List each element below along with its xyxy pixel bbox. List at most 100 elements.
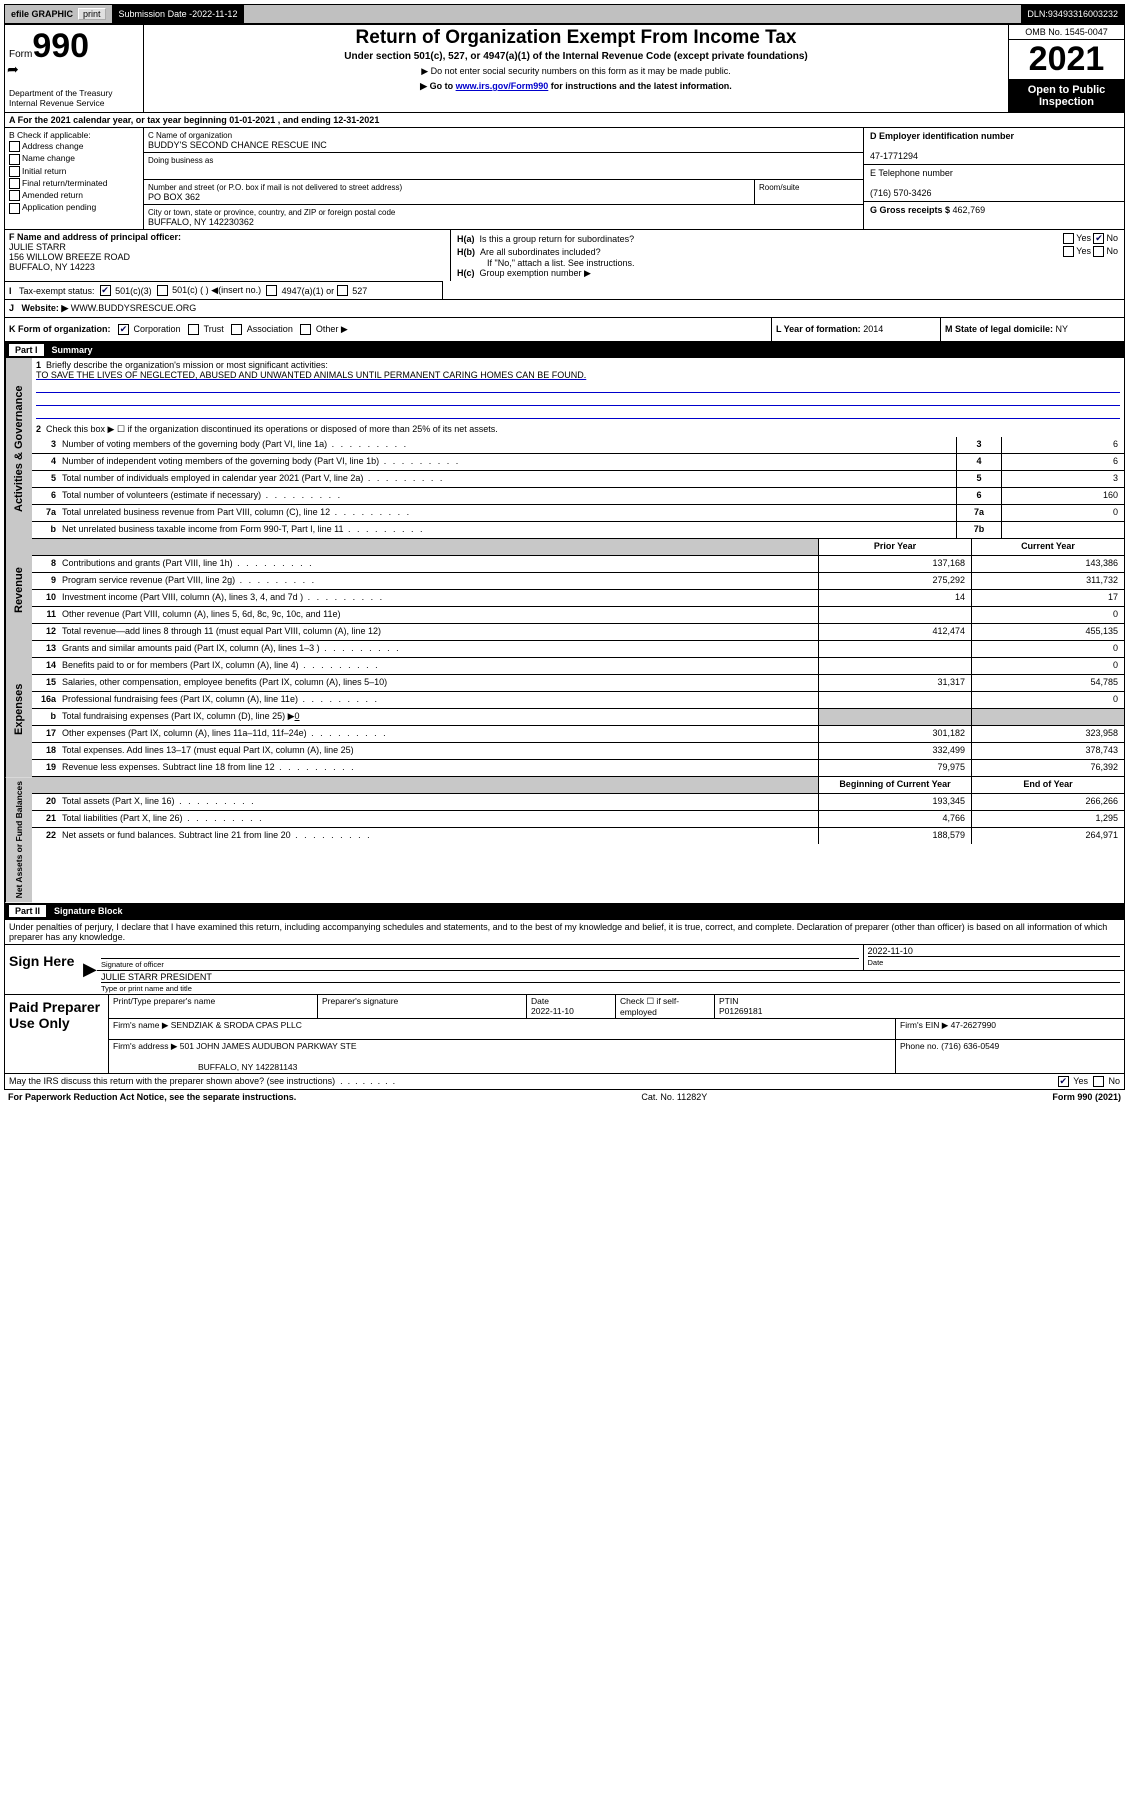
efile-label: efile GRAPHIC print <box>5 5 113 23</box>
tax-year: 2021 <box>1009 40 1124 80</box>
line-a: A For the 2021 calendar year, or tax yea… <box>5 113 1124 127</box>
arrow-icon: ▶ <box>83 945 97 994</box>
line12: 12Total revenue—add lines 8 through 11 (… <box>32 624 1124 641</box>
b-final: Final return/terminated <box>9 178 139 189</box>
line19: 19Revenue less expenses. Subtract line 1… <box>32 760 1124 777</box>
paperwork-notice: For Paperwork Reduction Act Notice, see … <box>8 1092 296 1102</box>
line-f: F Name and address of principal officer:… <box>5 230 451 281</box>
main-title: Return of Organization Exempt From Incom… <box>146 27 1006 49</box>
top-bar: efile GRAPHIC print Submission Date - 20… <box>4 4 1125 24</box>
dln: DLN: 93493316003232 <box>1021 5 1124 23</box>
line8: 8Contributions and grants (Part VIII, li… <box>32 556 1124 573</box>
vert-governance: Activities & Governance <box>5 358 32 539</box>
note1: ▶ Do not enter social security numbers o… <box>146 66 1006 77</box>
sign-here-label: Sign Here <box>5 945 83 994</box>
line-f-h: F Name and address of principal officer:… <box>5 229 1124 281</box>
form-header: Form990 ➦ Department of the TreasuryInte… <box>5 25 1124 113</box>
k-left: K Form of organization: Corporation Trus… <box>5 318 771 341</box>
paid-row2: Firm's name ▶ SENDZIAK & SRODA CPAS PLLC… <box>109 1019 1124 1040</box>
dept-text: Department of the TreasuryInternal Reven… <box>9 88 139 108</box>
line22: 22Net assets or fund balances. Subtract … <box>32 828 1124 844</box>
h-b: H(b) Are all subordinates included? Yes … <box>457 245 1118 258</box>
b-header: B Check if applicable: <box>9 130 139 140</box>
prep-sig: Preparer's signature <box>318 995 527 1018</box>
right-cell: OMB No. 1545-0047 2021 Open to Public In… <box>1008 25 1124 112</box>
line7a: 7aTotal unrelated business revenue from … <box>32 505 1124 522</box>
b-amend: Amended return <box>9 190 139 201</box>
may-irs-row: May the IRS discuss this return with the… <box>5 1073 1124 1089</box>
note2: ▶ Go to www.irs.gov/Form990 for instruct… <box>146 81 1006 92</box>
ptin: PTINP01269181 <box>715 995 1124 1018</box>
mission-text: TO SAVE THE LIVES OF NEGLECTED, ABUSED A… <box>36 370 1120 380</box>
b-addr: Address change <box>9 141 139 152</box>
net-header: Beginning of Current Year End of Year <box>32 777 1124 794</box>
line1: 1 Briefly describe the organization's mi… <box>32 358 1124 422</box>
spacer <box>244 5 1021 23</box>
c-room: Room/suite <box>755 180 863 204</box>
subtitle: Under section 501(c), 527, or 4947(a)(1)… <box>146 51 1006 62</box>
d-ein: D Employer identification number47-17712… <box>864 128 1124 165</box>
open-public: Open to Public Inspection <box>1009 80 1124 112</box>
officer-name: JULIE STARR PRESIDENT Type or print name… <box>97 971 1124 994</box>
vert-revenue: Revenue <box>5 539 32 641</box>
form-label: Form <box>9 49 32 60</box>
print-button[interactable]: print <box>78 8 106 20</box>
line-i-row: I Tax-exempt status: 501(c)(3) 501(c) ( … <box>5 281 1124 299</box>
firm-phone: Phone no. (716) 636-0549 <box>896 1040 1124 1073</box>
c-street-row: Number and street (or P.O. box if mail i… <box>144 180 863 205</box>
line16a: 16aProfessional fundraising fees (Part I… <box>32 692 1124 709</box>
h-c: H(c) Group exemption number ▶ <box>457 268 1118 279</box>
line16b: bTotal fundraising expenses (Part IX, co… <box>32 709 1124 726</box>
declaration: Under penalties of perjury, I declare th… <box>5 920 1124 944</box>
line-j: J Website: ▶ WWW.BUDDYSRESCUE.ORG <box>5 299 1124 318</box>
sig-officer: Signature of officer <box>97 945 864 970</box>
line4: 4Number of independent voting members of… <box>32 454 1124 471</box>
line20: 20Total assets (Part X, line 16) 193,345… <box>32 794 1124 811</box>
submission-date: Submission Date - 2022-11-12 <box>113 5 245 23</box>
line7b: bNet unrelated business taxable income f… <box>32 522 1124 539</box>
line14: 14Benefits paid to or for members (Part … <box>32 658 1124 675</box>
sign-here-row: Sign Here ▶ Signature of officer 2022-11… <box>5 944 1124 994</box>
prep-check: Check ☐ if self-employed <box>616 995 715 1018</box>
vert-net: Net Assets or Fund Balances <box>5 777 32 902</box>
line15: 15Salaries, other compensation, employee… <box>32 675 1124 692</box>
vert-expenses: Expenses <box>5 641 32 777</box>
col-de: D Employer identification number47-17712… <box>863 128 1124 229</box>
col-b: B Check if applicable: Address change Na… <box>5 128 144 229</box>
line2: 2 Check this box ▶ ☐ if the organization… <box>32 422 1124 437</box>
cat-no: Cat. No. 11282Y <box>641 1092 707 1102</box>
firm-addr: Firm's address ▶ 501 JOHN JAMES AUDUBON … <box>109 1040 896 1073</box>
g-gross: G Gross receipts $ 462,769 <box>864 202 1124 218</box>
summary-expenses: Expenses 13Grants and similar amounts pa… <box>5 641 1124 777</box>
title-cell: Return of Organization Exempt From Incom… <box>144 25 1008 112</box>
form-number: 990 <box>32 27 89 65</box>
footer: For Paperwork Reduction Act Notice, see … <box>4 1090 1125 1104</box>
k-l: L Year of formation: 2014 <box>771 318 940 341</box>
irs-link[interactable]: www.irs.gov/Form990 <box>456 81 549 91</box>
rev-header: Prior Year Current Year <box>32 539 1124 556</box>
prep-date: Date2022-11-10 <box>527 995 616 1018</box>
section-bcde: B Check if applicable: Address change Na… <box>5 127 1124 229</box>
form-number-cell: Form990 ➦ Department of the TreasuryInte… <box>5 25 144 112</box>
line-i: I Tax-exempt status: 501(c)(3) 501(c) ( … <box>5 281 442 299</box>
line-h: H(a) Is this a group return for subordin… <box>451 230 1124 281</box>
b-init: Initial return <box>9 166 139 177</box>
sig-date: 2022-11-10 Date <box>864 945 1125 970</box>
arrow-icon: ➦ <box>7 61 19 78</box>
summary-revenue: Revenue Prior Year Current Year 8Contrib… <box>5 539 1124 641</box>
line18: 18Total expenses. Add lines 13–17 (must … <box>32 743 1124 760</box>
line5: 5Total number of individuals employed in… <box>32 471 1124 488</box>
c-street: Number and street (or P.O. box if mail i… <box>144 180 755 204</box>
line9: 9Program service revenue (Part VIII, lin… <box>32 573 1124 590</box>
line13: 13Grants and similar amounts paid (Part … <box>32 641 1124 658</box>
paid-row1: Print/Type preparer's name Preparer's si… <box>109 995 1124 1019</box>
firm-ein: Firm's EIN ▶ 47-2627990 <box>896 1019 1124 1039</box>
k-m: M State of legal domicile: NY <box>940 318 1124 341</box>
b-app: Application pending <box>9 202 139 213</box>
line10: 10Investment income (Part VIII, column (… <box>32 590 1124 607</box>
paid-label: Paid Preparer Use Only <box>5 995 109 1073</box>
form-frame: Form990 ➦ Department of the TreasuryInte… <box>4 24 1125 1090</box>
line6: 6Total number of volunteers (estimate if… <box>32 488 1124 505</box>
summary-governance: Activities & Governance 1 Briefly descri… <box>5 358 1124 539</box>
c-dba: Doing business as <box>144 153 863 180</box>
